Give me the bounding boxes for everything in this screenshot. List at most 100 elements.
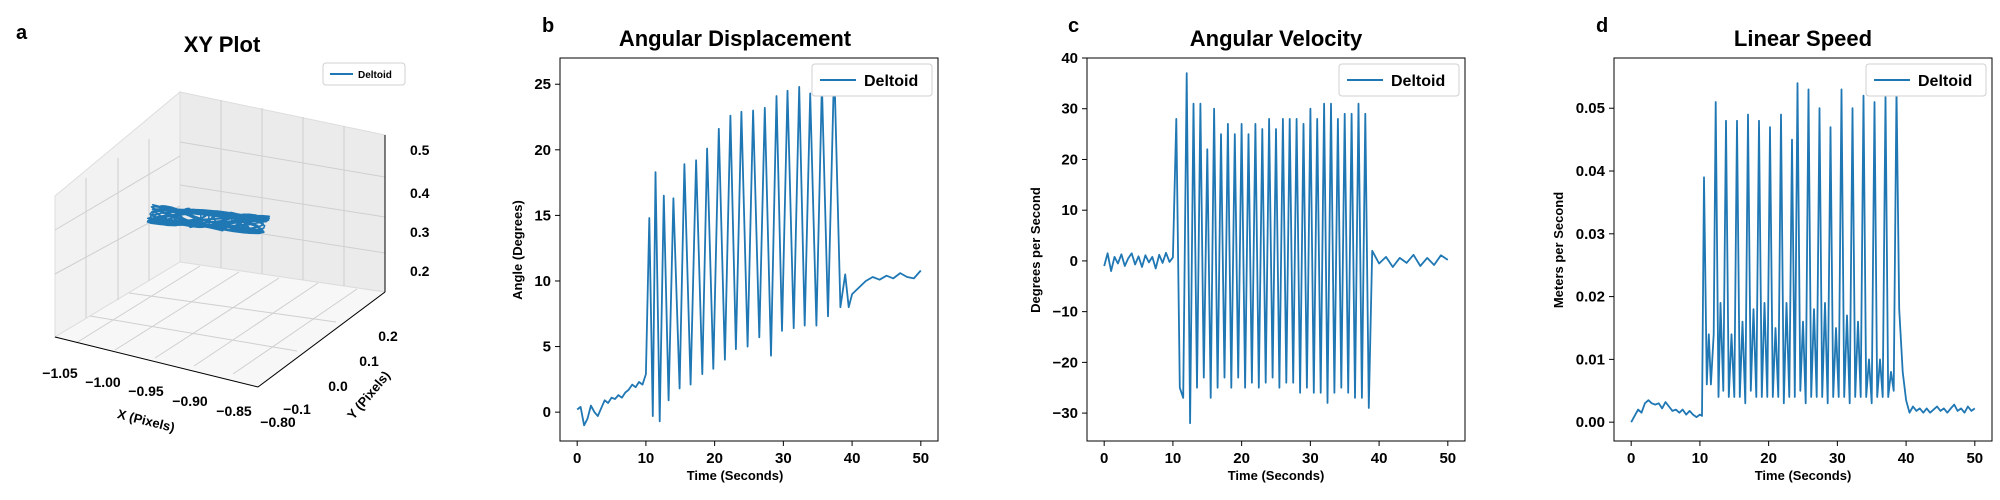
- y-tick-label: 25: [534, 76, 551, 93]
- plot-frame-d: [1613, 57, 1993, 442]
- x-tick-label-3d: −0.80: [260, 414, 296, 430]
- x-tick-label: 10: [638, 450, 655, 467]
- y-tick-label: 0.03: [1576, 226, 1605, 243]
- x-tick-label: 50: [912, 450, 929, 467]
- panel-c-angular-velocity: c Angular Velocity Time (Seconds) Degree…: [1028, 15, 1466, 483]
- legend-label-deltoid: Deltoid: [1391, 73, 1445, 90]
- z-tick-label-3d: 0.2: [410, 263, 430, 279]
- legend-label-deltoid: Deltoid: [358, 70, 392, 81]
- y-tick-label: 15: [534, 207, 551, 224]
- legend-d: Deltoid: [1865, 63, 1987, 97]
- x-tick-label: 40: [1371, 450, 1388, 467]
- legend-box: [322, 62, 406, 86]
- z-tick-label-3d: 0.3: [410, 224, 430, 240]
- x-tick-label-3d: −0.90: [172, 393, 208, 409]
- legend-a: Deltoid: [322, 62, 406, 86]
- plot-frame-c: [1086, 57, 1466, 442]
- x-tick-label: 30: [1302, 450, 1319, 467]
- x-tick-label: 50: [1966, 450, 1983, 467]
- x-axis-label-b: Time (Seconds): [687, 468, 784, 483]
- series-line-deltoid: [576, 63, 922, 427]
- 3d-axes-panes: [53, 90, 387, 388]
- legend-box: [811, 63, 933, 97]
- z-tick-label-3d: 0.4: [410, 185, 430, 201]
- y-tick-label: 20: [1061, 151, 1078, 168]
- y-tick-label: 5: [543, 339, 551, 356]
- legend-label-deltoid: Deltoid: [864, 73, 918, 90]
- panel-letter-a: a: [16, 22, 28, 44]
- y-tick-label: 10: [534, 273, 551, 290]
- y-ticks-3d: −0.1 0.0 0.1 0.2: [283, 328, 398, 417]
- panel-a-3d-xy-plot: a XY Plot: [16, 22, 430, 435]
- y-axis-label-3d: Y (Pixels): [344, 368, 393, 422]
- series-line-deltoid-b: [576, 63, 922, 427]
- y-tick-label: 0.02: [1576, 289, 1605, 306]
- x-axis-label-d: Time (Seconds): [1755, 468, 1852, 483]
- x-tick-label: 0: [573, 450, 581, 467]
- legend-box: [1338, 63, 1460, 97]
- chart-title-c: Angular Velocity: [1190, 26, 1363, 51]
- y-tick-label-3d: 0.2: [378, 328, 398, 344]
- x-tick-label-3d: −1.05: [42, 365, 78, 381]
- x-tick-label-3d: −0.95: [128, 383, 164, 399]
- x-tick-label: 50: [1439, 450, 1456, 467]
- legend-b: Deltoid: [811, 63, 933, 97]
- x-tick-label: 10: [1165, 450, 1182, 467]
- legend-label-deltoid: Deltoid: [1918, 73, 1972, 90]
- series-line-deltoid-d: [1630, 82, 1976, 423]
- plot-frame-b: [559, 57, 939, 442]
- panel-letter-b: b: [542, 15, 554, 37]
- y-tick-label: 10: [1061, 202, 1078, 219]
- y-tick-label-3d: 0.1: [359, 353, 379, 369]
- ticks-d: 0 10 20 30 40 50 0.00 0.01 0.02 0.03 0.04 0.05: [1576, 100, 1983, 467]
- y-tick-label: 0: [543, 404, 551, 421]
- series-line-deltoid-3d: [146, 204, 271, 235]
- y-tick-label: −30: [1053, 405, 1078, 422]
- x-tick-label: 30: [775, 450, 792, 467]
- 3d-axis-edges: [54, 135, 386, 388]
- y-tick-label-3d: −0.1: [283, 401, 311, 417]
- ticks-c: 0 10 20 30 40 50 −30 −20 −10 0 10 20 30 40: [1053, 50, 1457, 467]
- x-tick-label: 20: [1233, 450, 1250, 467]
- series-line-deltoid: [146, 204, 271, 235]
- panel-letter-d: d: [1596, 15, 1608, 37]
- panel-letter-c: c: [1068, 15, 1079, 37]
- x-axis-label-3d: X (Pixels): [116, 406, 176, 435]
- chart-title-b: Angular Displacement: [619, 26, 852, 51]
- ticks-b: 0 10 20 30 40 50 0 5 10 15 20 25: [534, 76, 929, 467]
- x-tick-label-3d: −0.85: [216, 403, 252, 419]
- y-tick-label: 0.05: [1576, 100, 1605, 117]
- x-tick-label: 20: [1760, 450, 1777, 467]
- y-axis-label-d: Meters per Second: [1551, 192, 1566, 308]
- y-tick-label: 20: [534, 142, 551, 159]
- x-tick-label: 0: [1627, 450, 1635, 467]
- x-tick-label: 40: [844, 450, 861, 467]
- x-tick-label: 0: [1100, 450, 1108, 467]
- x-tick-label: 20: [706, 450, 723, 467]
- x-ticks-3d: −1.05 −1.00 −0.95 −0.90 −0.85 −0.80: [42, 365, 296, 430]
- y-tick-label: 30: [1061, 101, 1078, 118]
- y-tick-label-3d: 0.0: [328, 378, 348, 394]
- x-axis-label-c: Time (Seconds): [1228, 468, 1325, 483]
- y-tick-label: 0.00: [1576, 414, 1605, 431]
- y-axis-label-c: Degrees per Second: [1028, 187, 1043, 313]
- y-tick-label: −10: [1053, 304, 1078, 321]
- series-line-deltoid: [1103, 72, 1449, 425]
- y-tick-label: 0: [1070, 253, 1078, 270]
- chart-title-a: XY Plot: [184, 32, 261, 57]
- series-line-deltoid: [1630, 82, 1976, 423]
- x-tick-label: 40: [1898, 450, 1915, 467]
- z-ticks-3d: 0.5 0.4 0.3 0.2: [410, 142, 430, 279]
- z-tick-label-3d: 0.5: [410, 142, 430, 158]
- series-line-deltoid-c: [1103, 72, 1449, 425]
- y-axis-label-b: Angle (Degrees): [510, 200, 525, 300]
- y-tick-label: 0.01: [1576, 351, 1605, 368]
- x-tick-label-3d: −1.00: [85, 374, 121, 390]
- y-tick-label: −20: [1053, 354, 1078, 371]
- x-tick-label: 10: [1692, 450, 1709, 467]
- panel-b-angular-displacement: b Angular Displacement Time (Seconds) An…: [510, 15, 939, 483]
- legend-box: [1865, 63, 1987, 97]
- x-tick-label: 30: [1829, 450, 1846, 467]
- legend-c: Deltoid: [1338, 63, 1460, 97]
